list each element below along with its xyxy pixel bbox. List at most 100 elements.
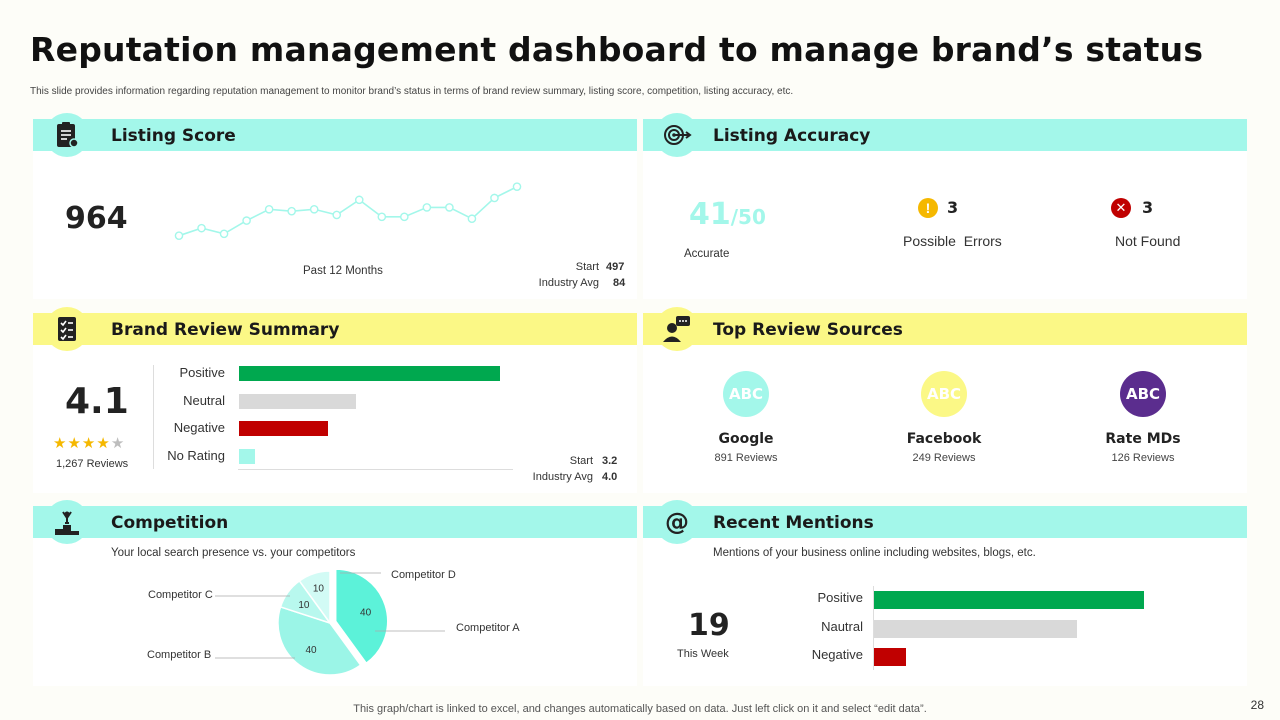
trend-point <box>219 229 229 239</box>
reviewer-icon <box>655 307 699 351</box>
listing-score-value: 964 <box>65 201 128 236</box>
trend-point <box>242 216 251 225</box>
top-review-sources-panel: Top Review Sources ABC Google 891 Reviews A… <box>643 307 1247 493</box>
trend-point <box>400 212 409 222</box>
bar-positive <box>874 591 1144 609</box>
listing-score-trend-chart <box>174 182 522 240</box>
bar-no-rating <box>239 448 255 464</box>
recent-mentions-panel: @ Recent Mentions Mentions of your busin… <box>643 500 1247 686</box>
trend-point <box>445 203 454 212</box>
source-name: Facebook <box>906 431 982 447</box>
top-sources-title: Top Review Sources <box>713 320 903 340</box>
bar-label: Negative <box>173 420 225 435</box>
accuracy-denominator: /50 <box>730 205 766 229</box>
listing-score-start-value: 497 <box>606 261 625 273</box>
listing-accuracy-title: Listing Accuracy <box>713 126 871 146</box>
brand-review-industry-value: 4.0 <box>602 471 618 483</box>
possible-errors-label: Possible Errors <box>903 233 1002 249</box>
source-logo: ABC <box>921 371 967 417</box>
source-name: Google <box>718 431 774 447</box>
trend-point <box>197 223 206 233</box>
star-icon: ★ <box>53 435 68 452</box>
at-sign-icon: @ <box>655 500 699 544</box>
competition-title: Competition <box>111 513 229 533</box>
page-title: Reputation management dashboard to manag… <box>30 30 1204 69</box>
bar-positive <box>239 366 500 381</box>
bar-label: Nautral <box>821 618 863 634</box>
trend-line <box>178 185 518 237</box>
brand-review-count: 1,267 Reviews <box>56 458 129 470</box>
listing-score-panel: Listing Score 964 Past 12 Months Start 4… <box>33 113 637 299</box>
bar-neutral <box>239 393 357 409</box>
star-icon: ★ <box>96 435 111 452</box>
trend-point <box>422 203 432 212</box>
listing-score-header <box>33 119 637 151</box>
recent-mentions-title: Recent Mentions <box>713 513 874 533</box>
pie-value-label: 40 <box>305 645 317 656</box>
listing-score-title: Listing Score <box>111 126 236 146</box>
pie-label-competitor-a: Competitor A <box>456 622 520 634</box>
page-number: 28 <box>1250 698 1264 712</box>
bar-label: No Rating <box>167 447 225 463</box>
listing-accuracy-value: 41/50 <box>689 197 766 232</box>
trend-point <box>287 206 296 216</box>
trend-point <box>174 231 184 240</box>
mentions-count-label: This Week <box>677 648 729 660</box>
brand-review-header <box>33 313 637 345</box>
possible-errors-count: 3 <box>947 198 959 217</box>
source-logo: ABC <box>723 371 769 417</box>
brand-review-title: Brand Review Summary <box>111 320 340 340</box>
star-icon: ★ <box>67 435 82 452</box>
pie-slice-competitor-b <box>277 605 362 676</box>
bar-negative <box>239 421 328 436</box>
trend-point <box>377 212 387 222</box>
trend-point <box>354 195 364 205</box>
clipboard-icon <box>45 113 89 157</box>
not-found-count: 3 <box>1142 198 1154 217</box>
pie-value-label: 10 <box>313 583 325 594</box>
brand-review-start-value: 3.2 <box>602 455 618 467</box>
page-subtitle: This slide provides information regardin… <box>30 86 794 97</box>
star-icon: ★ <box>110 435 126 452</box>
brand-review-start-label: Start <box>569 455 593 467</box>
pie-slice-competitor-a <box>334 568 389 665</box>
competition-caption: Your local search presence vs. your comp… <box>111 547 356 559</box>
podium-icon <box>45 500 89 544</box>
top-sources-header <box>643 313 1247 345</box>
pie-value-label: 10 <box>298 600 310 611</box>
brand-review-industry-label: Industry Avg <box>532 471 593 483</box>
pie-label-competitor-c: Competitor C <box>148 589 213 601</box>
bar-nautral <box>874 619 1077 638</box>
pie-value-label: 40 <box>360 607 372 618</box>
checklist-icon <box>45 307 89 351</box>
source-review-count: 891 Reviews <box>714 452 778 464</box>
bar-label: Positive <box>179 365 225 380</box>
recent-mentions-caption: Mentions of your business online includi… <box>713 547 1036 559</box>
recent-mentions-header <box>643 506 1247 538</box>
listing-accuracy-caption: Accurate <box>684 248 730 260</box>
bar-label: Positive <box>817 590 863 605</box>
bar-negative <box>874 648 907 666</box>
accuracy-numerator: 41 <box>689 197 731 232</box>
competition-header <box>33 506 637 538</box>
listing-accuracy-panel: Listing Accuracy 41/50 Accurate ! 3 Poss… <box>643 113 1247 299</box>
trend-point <box>467 214 477 224</box>
competition-panel: Competition Your local search presence v… <box>33 500 637 686</box>
source-logo: ABC <box>1120 371 1166 417</box>
warning-icon: ! <box>918 198 938 218</box>
pie-slice-competitor-d <box>298 570 331 626</box>
source-review-count: 126 Reviews <box>1111 452 1175 464</box>
listing-score-start-label: Start <box>575 261 599 273</box>
trend-point <box>332 210 342 220</box>
trend-point <box>490 193 499 203</box>
rating-stars: ★★★★★ <box>53 434 125 452</box>
listing-score-industry-value: 84 <box>613 277 626 289</box>
pie-label-competitor-d: Competitor D <box>391 569 456 581</box>
source-name: Rate MDs <box>1105 431 1181 447</box>
trend-point <box>512 182 522 191</box>
error-x-icon: ✕ <box>1111 198 1131 218</box>
footer-note: This graph/chart is linked to excel, and… <box>353 703 927 715</box>
mentions-count: 19 <box>688 608 730 643</box>
trend-point <box>309 204 319 214</box>
